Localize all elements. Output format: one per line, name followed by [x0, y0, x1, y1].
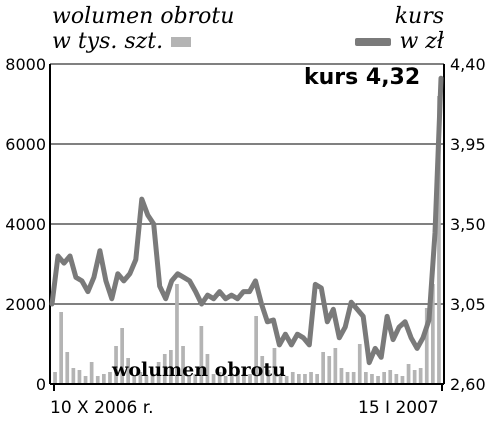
volume-bar	[272, 348, 277, 384]
bars-legend-title: wolumen obrotu	[52, 4, 235, 29]
volume-bar	[388, 370, 393, 384]
volume-bar	[138, 372, 143, 384]
volume-bar	[102, 374, 106, 384]
price-annotation: kurs 4,32	[304, 65, 420, 90]
volume-bar	[156, 362, 161, 384]
volume-bar	[169, 350, 173, 384]
right-tick-label: 4,40	[450, 55, 486, 74]
volume-bar	[424, 308, 429, 384]
volume-bar	[236, 372, 240, 384]
volume-bar	[65, 352, 70, 384]
volume-bar	[223, 376, 228, 384]
line-legend: kurs w zł	[355, 4, 444, 54]
volume-bar	[315, 374, 319, 384]
volume-bar	[290, 372, 295, 384]
volume-bar	[120, 328, 124, 384]
volume-bar	[400, 376, 405, 384]
bars-legend-unit: w tys. szt.	[52, 29, 164, 54]
left-axis-ticks: 8000 6000 4000 2000 0	[5, 55, 46, 394]
bars-legend-swatch	[171, 37, 192, 47]
volume-bar	[406, 364, 411, 384]
volume-bar	[437, 96, 441, 384]
volume-bar	[53, 372, 57, 384]
volume-bar	[95, 376, 100, 384]
volume-bar	[431, 284, 435, 384]
line-legend-swatch	[355, 38, 392, 46]
volume-bar	[364, 372, 368, 384]
volume-bar	[278, 374, 283, 384]
volume-bar	[309, 372, 313, 384]
bars-series-label: wolumen obrotu	[111, 359, 286, 381]
volume-bar	[77, 370, 82, 384]
axes	[49, 64, 445, 391]
grid-lines	[50, 63, 444, 305]
volume-bar	[248, 374, 252, 384]
volume-bar	[260, 356, 265, 384]
left-tick-label: 2000	[5, 295, 46, 314]
volume-bar	[83, 376, 88, 384]
right-axis-ticks: 4,40 3,95 3,50 3,05 2,60	[450, 55, 486, 394]
volume-bar	[205, 354, 210, 384]
volume-bar	[114, 346, 118, 384]
volume-bar	[333, 348, 338, 384]
volume-bar	[181, 346, 185, 384]
line-legend-subtitle-row: w zł	[355, 29, 444, 54]
line-legend-unit: w zł	[399, 29, 444, 54]
volume-bar	[376, 376, 380, 384]
volume-bar	[59, 312, 63, 384]
line-legend-title: kurs	[394, 4, 444, 29]
volume-bar	[266, 370, 271, 384]
left-tick-label: 6000	[5, 135, 46, 154]
right-tick-label: 2,60	[450, 375, 486, 394]
volume-bar	[89, 362, 94, 384]
volume-bar	[242, 374, 246, 384]
volume-bar	[351, 372, 356, 384]
right-tick-label: 3,50	[450, 215, 486, 234]
volume-bar	[394, 374, 399, 384]
volume-bar	[254, 316, 258, 384]
bars-legend: wolumen obrotu w tys. szt.	[52, 4, 234, 54]
volume-bar	[339, 368, 344, 384]
price-line	[49, 75, 444, 366]
volume-bar	[327, 356, 332, 384]
left-tick-label: 4000	[5, 215, 46, 234]
volume-bar	[144, 376, 149, 384]
volume-bar	[211, 374, 216, 384]
volume-bar	[187, 376, 191, 384]
volume-bar	[150, 374, 155, 384]
x-start-label: 10 X 2006 r.	[50, 398, 154, 418]
right-tick-label: 3,95	[450, 135, 486, 154]
bars-legend-subtitle-row: w tys. szt.	[52, 29, 234, 54]
volume-bar	[303, 374, 307, 384]
volume-bar	[370, 374, 374, 384]
volume-bar	[132, 376, 137, 384]
volume-bar	[345, 372, 350, 384]
volume-bar	[199, 326, 204, 384]
volume-bar	[321, 352, 325, 384]
volume-bar	[193, 374, 198, 384]
volume-bar	[229, 374, 234, 384]
volume-bar	[357, 344, 362, 384]
volume-bar	[175, 284, 179, 384]
right-tick-label: 3,05	[450, 295, 486, 314]
volume-bars	[53, 96, 441, 384]
volume-bar	[297, 374, 301, 384]
left-tick-label: 8000	[5, 55, 46, 74]
volume-bar	[412, 370, 417, 384]
volume-bar	[382, 372, 386, 384]
volume-bar	[284, 376, 289, 384]
left-tick-label: 0	[36, 375, 46, 394]
volume-bar	[108, 372, 112, 384]
volume-bar	[162, 354, 167, 384]
volume-bar	[217, 372, 222, 384]
volume-bar	[418, 368, 423, 384]
volume-bar	[126, 358, 130, 384]
volume-bar	[71, 368, 76, 384]
x-end-label: 15 I 2007	[358, 398, 439, 418]
